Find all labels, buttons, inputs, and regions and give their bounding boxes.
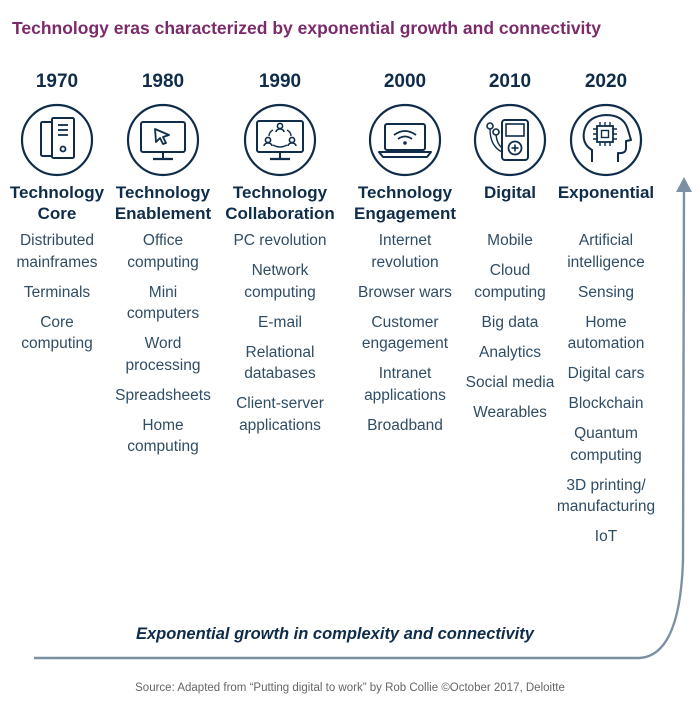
list-item: Office computing — [127, 232, 199, 271]
list-item: Mini computers — [126, 283, 200, 323]
list-item: 3D printing/ manufacturing — [556, 476, 656, 516]
list-item: Network computing — [244, 262, 316, 301]
list-item: E-mail — [258, 313, 302, 331]
era-1970: 1970 Technology Core Distributed mainfra… — [0, 70, 119, 363]
era-items: PC revolution Network computing E-mail R… — [218, 230, 342, 436]
era-items: Artificial intelligence Sensing Home aut… — [544, 230, 668, 548]
page-title: Technology eras characterized by exponen… — [12, 18, 601, 38]
list-item: Social media — [465, 373, 555, 391]
list-item: Terminals — [23, 283, 91, 301]
list-item: Spreadsheets — [115, 386, 211, 404]
network-people-monitor-icon — [243, 103, 317, 177]
list-item: Browser wars — [358, 283, 452, 301]
list-item: IoT — [594, 528, 618, 545]
era-name: Technology Engagement — [353, 183, 457, 223]
era-year: 2020 — [584, 71, 628, 92]
list-item: Internet revolution — [371, 232, 439, 271]
list-item: Analytics — [478, 343, 542, 361]
era-2000: 2000 Technology Engagement Internet revo… — [343, 70, 467, 445]
list-item: Wearables — [473, 403, 547, 421]
laptop-wifi-icon — [368, 103, 442, 177]
list-item: Broadband — [367, 416, 443, 434]
list-item: Home automation — [567, 313, 645, 353]
eras-timeline: 1970 Technology Core Distributed mainfra… — [0, 70, 700, 550]
list-item: Core computing — [21, 313, 93, 353]
era-name: Digital — [484, 183, 536, 202]
era-name: Technology Collaboration — [225, 183, 335, 223]
list-item: Blockchain — [568, 395, 644, 412]
list-item: Digital cars — [567, 365, 645, 382]
list-item: Artificial intelligence — [567, 232, 645, 271]
list-item: Word processing — [125, 335, 201, 374]
mainframe-computer-icon — [20, 103, 94, 177]
list-item: Cloud computing — [474, 262, 546, 301]
era-name: Technology Enablement — [114, 183, 212, 223]
era-year: 1970 — [35, 71, 79, 92]
list-item: Big data — [481, 313, 539, 331]
era-items: Mobile Cloud computing Big data Analytic… — [448, 230, 572, 423]
list-item: PC revolution — [233, 232, 327, 249]
list-item: Relational databases — [244, 343, 316, 383]
list-item: Distributed mainframes — [16, 232, 98, 271]
list-item: Sensing — [577, 283, 634, 301]
era-year: 2000 — [383, 71, 427, 92]
era-year: 2010 — [488, 71, 532, 92]
era-name: Technology Core — [9, 183, 105, 223]
era-year: 1980 — [141, 71, 185, 92]
list-item: Customer engagement — [361, 313, 449, 353]
era-2010: 2010 Digital Mobile Cloud computing Big … — [448, 70, 572, 432]
era-1980: 1980 Technology Enablement Office comput… — [101, 70, 225, 466]
era-year: 1990 — [258, 71, 302, 92]
list-item: Intranet applications — [364, 365, 446, 404]
era-name: Exponential — [557, 183, 655, 202]
era-items: Distributed mainframes Terminals Core co… — [0, 230, 119, 355]
list-item: Quantum computing — [570, 425, 642, 464]
list-item: Home computing — [127, 416, 199, 456]
list-item: Client-server applications — [236, 395, 324, 434]
era-2020: 2020 Exponential Artificial intelligence… — [544, 70, 668, 556]
curve-caption: Exponential growth in complexity and con… — [136, 625, 534, 643]
source-note: Source: Adapted from “Putting digital to… — [135, 682, 565, 694]
era-items: Internet revolution Browser wars Custome… — [343, 230, 467, 436]
era-1990: 1990 Technology Collaboration PC revolut… — [218, 70, 342, 445]
desktop-monitor-cursor-icon — [126, 103, 200, 177]
media-player-earbuds-icon — [473, 103, 547, 177]
arrow-head-icon — [676, 177, 692, 192]
era-items: Office computing Mini computers Word pro… — [101, 230, 225, 458]
list-item: Mobile — [487, 232, 533, 249]
ai-chip-head-icon — [569, 103, 643, 177]
